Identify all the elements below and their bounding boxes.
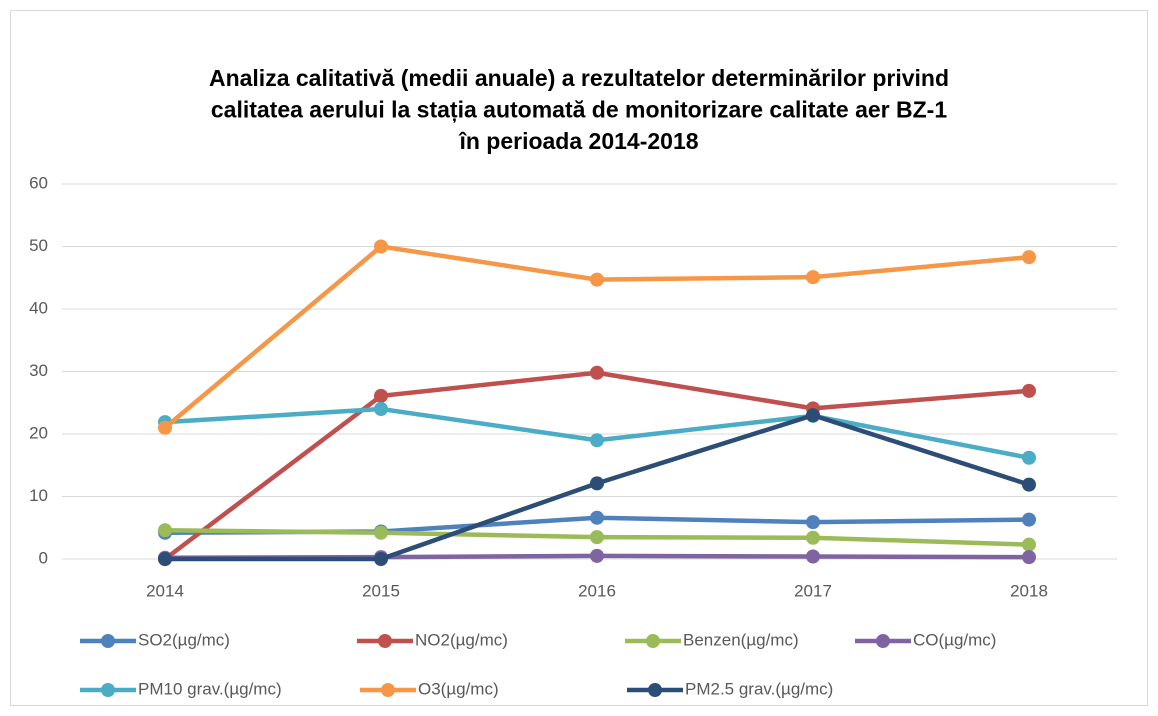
legend-marker [101, 634, 115, 648]
data-point [374, 402, 388, 416]
y-tick-label: 40 [29, 298, 48, 317]
legend-label: NO2(µg/mc) [415, 630, 508, 649]
legend-label: O3(µg/mc) [418, 679, 499, 698]
data-point [806, 408, 820, 423]
legend-marker [381, 683, 395, 697]
data-point [1022, 383, 1036, 398]
x-tick-label: 2018 [1010, 581, 1048, 600]
data-point [806, 515, 820, 530]
data-point [590, 433, 604, 448]
y-tick-label: 50 [29, 236, 48, 255]
x-tick-label: 2015 [362, 581, 400, 600]
y-tick-label: 60 [29, 173, 48, 192]
data-point [158, 523, 172, 538]
data-point [374, 239, 388, 254]
chart-border [10, 10, 1148, 706]
data-point [158, 420, 172, 435]
chart-title: Analiza calitativă (medii anuale) a rezu… [209, 65, 949, 91]
y-tick-label: 20 [29, 423, 48, 442]
data-point [1022, 537, 1036, 552]
data-point [1022, 450, 1036, 465]
legend-marker [378, 634, 392, 648]
legend-label: PM2.5 grav.(µg/mc) [685, 679, 833, 698]
data-point [1022, 550, 1036, 565]
y-tick-label: 30 [29, 361, 48, 380]
data-point [806, 270, 820, 285]
data-point [806, 530, 820, 545]
data-point [1022, 512, 1036, 527]
data-point [158, 552, 172, 566]
chart-title: în perioada 2014-2018 [458, 128, 698, 154]
data-point [1022, 477, 1036, 492]
y-tick-label: 10 [29, 486, 48, 505]
data-point [374, 552, 388, 566]
data-point [590, 510, 604, 525]
x-tick-label: 2016 [578, 581, 616, 600]
data-point [806, 549, 820, 564]
chart-title: calitatea aerului la stația automată de … [211, 97, 947, 124]
legend-marker [648, 683, 662, 697]
legend-marker [101, 683, 115, 697]
data-point [590, 530, 604, 545]
data-point [590, 548, 604, 563]
legend-label: SO2(µg/mc) [138, 630, 230, 649]
data-point [590, 272, 604, 287]
data-point [590, 476, 604, 491]
data-point [374, 388, 388, 403]
legend-label: CO(µg/mc) [913, 630, 996, 649]
data-point [374, 525, 388, 540]
data-point [590, 365, 604, 380]
y-tick-label: 0 [39, 548, 48, 567]
legend-marker [646, 634, 660, 648]
legend-label: Benzen(µg/mc) [683, 630, 799, 649]
legend-label: PM10 grav.(µg/mc) [138, 679, 282, 698]
data-point [1022, 250, 1036, 265]
x-tick-label: 2017 [794, 581, 832, 600]
legend-marker [876, 634, 890, 648]
x-tick-label: 2014 [146, 581, 184, 600]
